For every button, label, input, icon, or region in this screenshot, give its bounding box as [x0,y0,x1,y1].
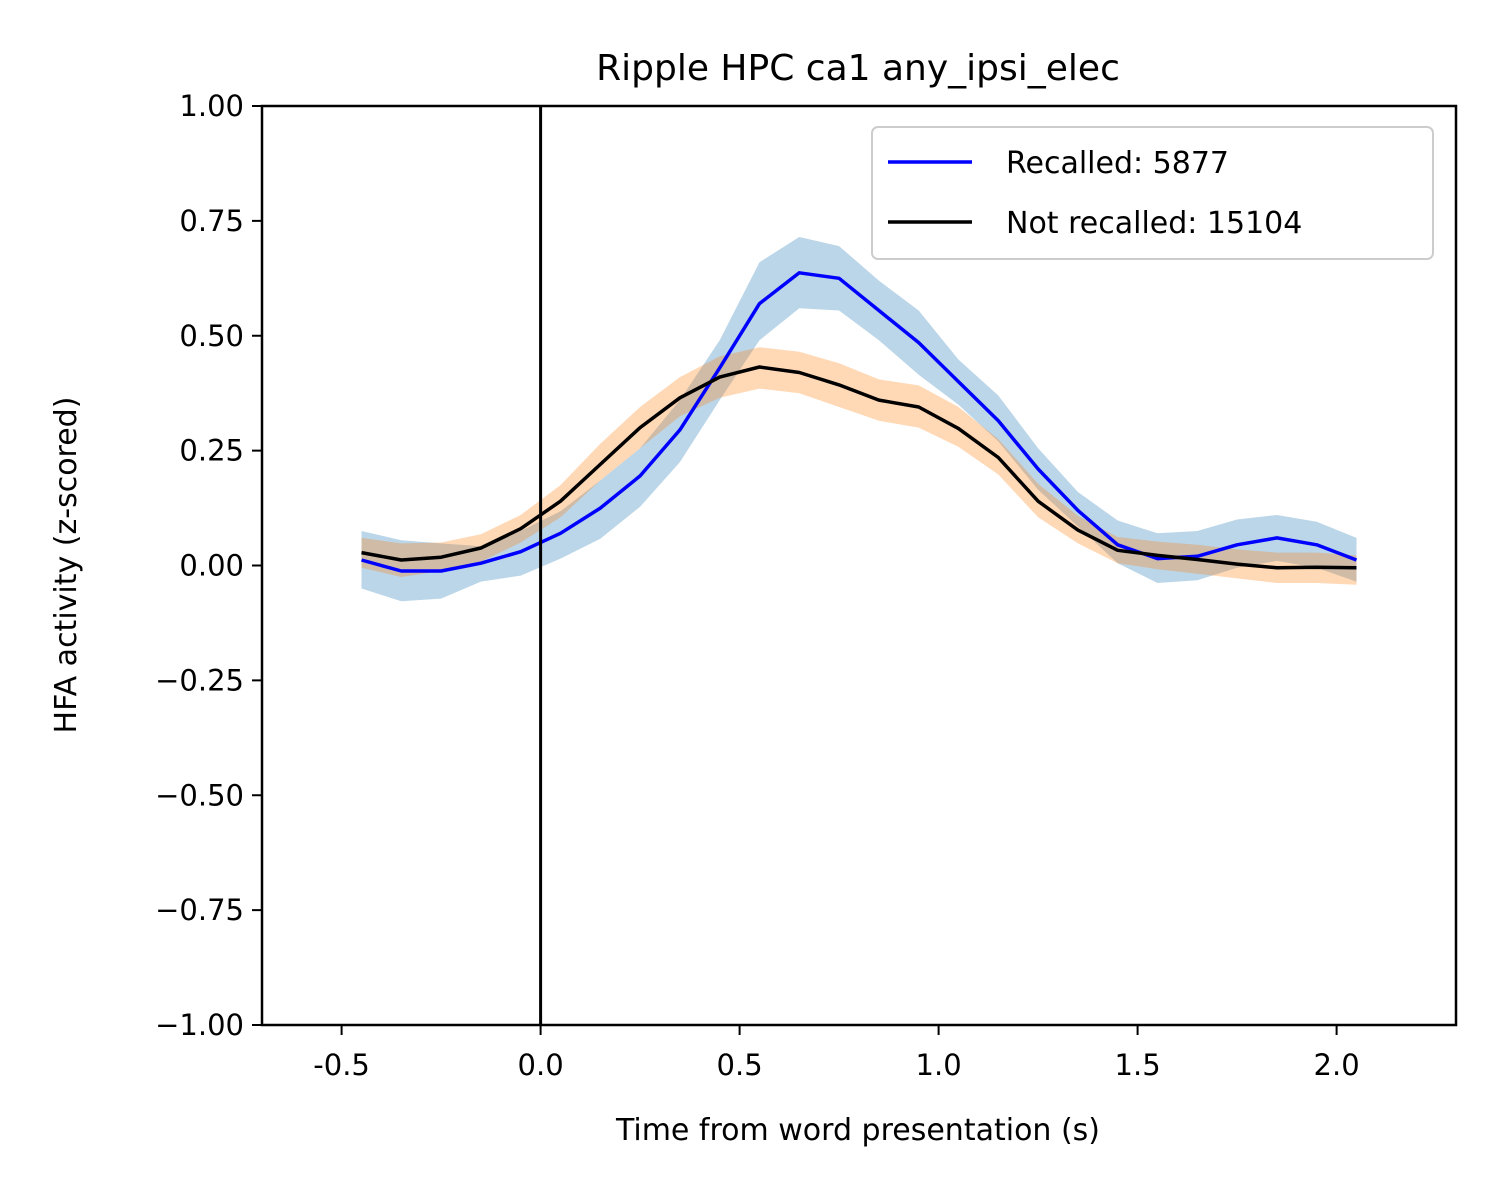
legend-label-recalled: Recalled: 5877 [1006,146,1229,181]
x-tick-label: 0.5 [717,1048,763,1082]
y-tick-label: 1.00 [179,89,244,123]
y-tick-label: −0.25 [155,663,244,697]
y-tick-label: −1.00 [155,1008,244,1042]
y-tick-label: −0.50 [155,778,244,812]
legend: Recalled: 5877 Not recalled: 15104 [871,126,1434,260]
line-series-1 [361,365,1357,570]
band-series-0 [361,237,1357,602]
band-series-1 [361,347,1357,585]
y-tick-label: 0.00 [179,549,244,583]
y-tick-label: 0.25 [179,434,244,468]
legend-label-not-recalled: Not recalled: 15104 [1006,206,1302,241]
legend-box [871,126,1434,260]
series-lines [361,271,1358,573]
confidence-bands [361,237,1357,602]
y-tick-label: −0.75 [155,893,244,927]
x-tick-label: 1.5 [1115,1048,1161,1082]
x-tick-label: 0.0 [518,1048,564,1082]
x-tick-label: -0.5 [313,1048,370,1082]
x-axis-ticks: -0.5 0.0 0.5 1.0 1.5 2.0 [313,1025,1360,1082]
line-series-0 [361,271,1358,573]
x-axis-label: Time from word presentation (s) [615,1113,1100,1148]
x-tick-label: 1.0 [916,1048,962,1082]
y-tick-label: 0.50 [179,319,244,353]
y-axis-ticks: −1.00 −0.75 −0.50 −0.25 0.00 0.25 0.50 0.75 1.00 [155,89,262,1042]
x-tick-label: 2.0 [1314,1048,1360,1082]
y-tick-label: 0.75 [179,204,244,238]
chart-title: Ripple HPC ca1 any_ipsi_elec [596,48,1120,89]
y-axis-label: HFA activity (z-scored) [49,397,84,734]
